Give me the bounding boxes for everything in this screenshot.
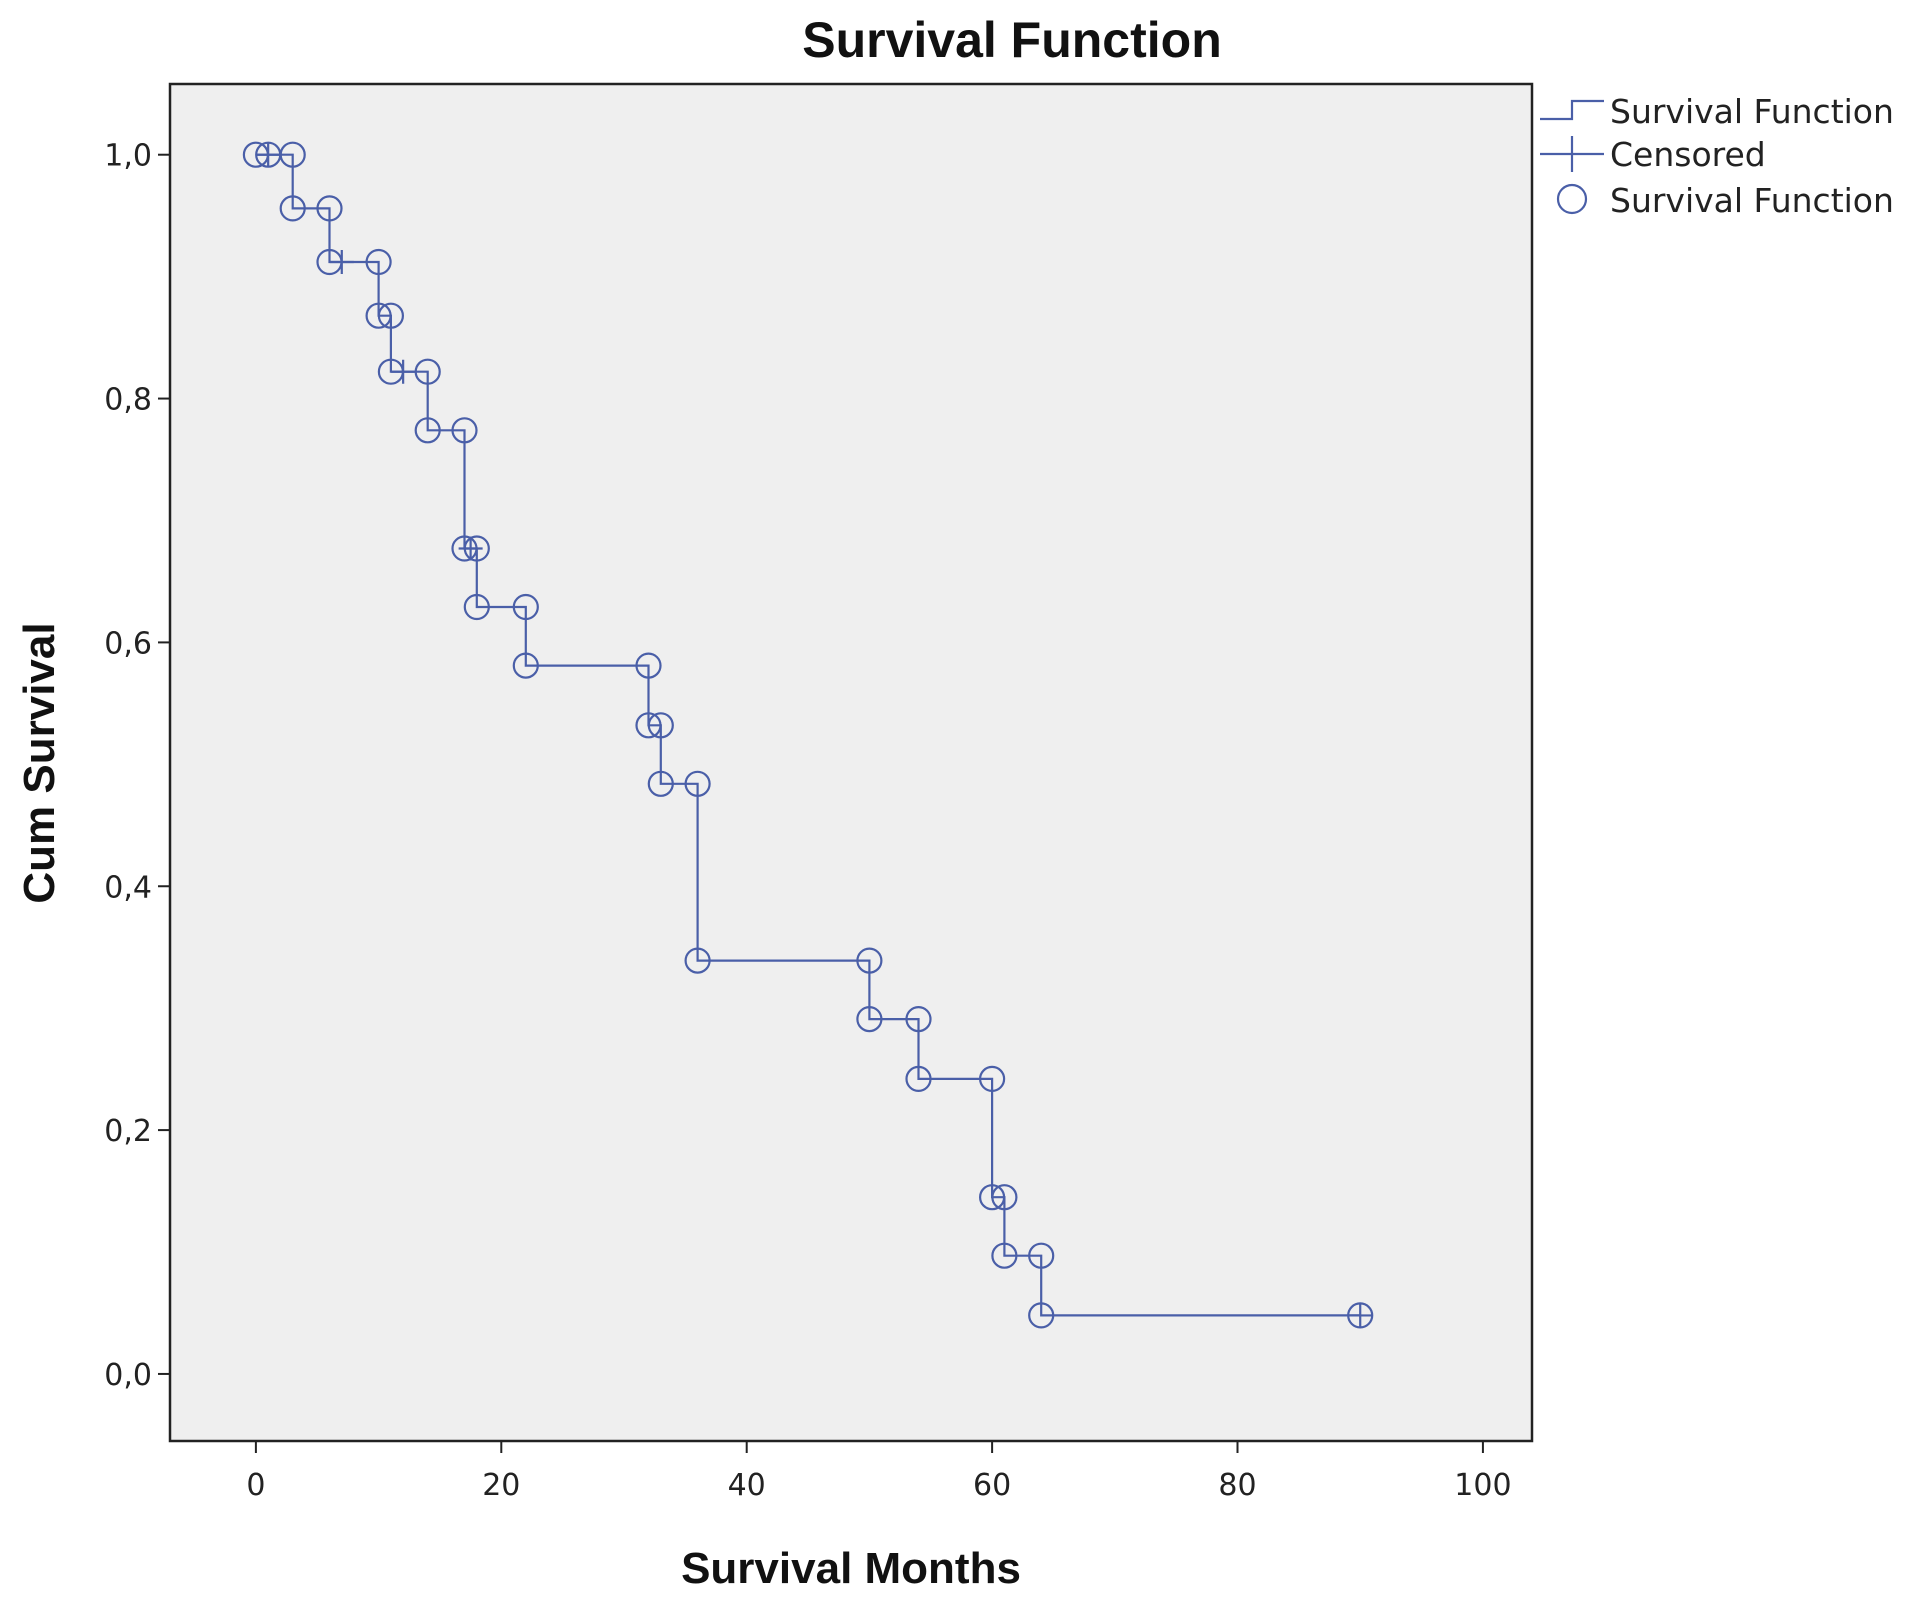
censored-marker bbox=[391, 359, 416, 384]
plot-area bbox=[168, 82, 1534, 1443]
survival-point-marker bbox=[856, 947, 883, 974]
x-axis-title: Survival Months bbox=[681, 1544, 1021, 1593]
survival-point-marker bbox=[414, 358, 441, 385]
survival-point-marker bbox=[279, 141, 306, 168]
survival-point-marker bbox=[635, 712, 662, 739]
survival-point-marker bbox=[856, 1005, 883, 1033]
survival-point-marker bbox=[905, 1005, 932, 1033]
survival-point-marker bbox=[905, 1065, 932, 1093]
survival-point-marker bbox=[978, 1065, 1006, 1093]
survival-point-marker bbox=[512, 652, 539, 679]
censored-marker bbox=[329, 250, 354, 275]
series-layer bbox=[242, 141, 1374, 1329]
survival-point-marker bbox=[451, 417, 478, 444]
survival-point-marker bbox=[991, 1184, 1018, 1211]
legend-item-censored: Censored bbox=[1540, 135, 1766, 174]
y-tick-label: 1,0 bbox=[104, 139, 152, 174]
x-tick-label: 40 bbox=[728, 1468, 766, 1503]
survival-point-marker bbox=[463, 593, 490, 621]
legend-step-line-icon bbox=[1540, 99, 1604, 121]
legend-label-survival-function: Survival Function bbox=[1610, 92, 1894, 131]
survival-point-marker bbox=[647, 770, 674, 797]
x-axis: 0 20 40 60 80 100 bbox=[246, 1441, 1512, 1503]
legend-label-survival-function-circle: Survival Function bbox=[1610, 181, 1894, 220]
survival-point-marker bbox=[647, 712, 674, 739]
y-tick-label: 0,4 bbox=[104, 870, 152, 905]
y-axis: 0,0 0,2 0,4 0,6 0,8 1,0 bbox=[104, 139, 170, 1393]
survival-point-marker bbox=[1028, 1242, 1055, 1269]
legend-item-step-line: Survival Function bbox=[1540, 92, 1894, 131]
legend-item-circle: Survival Function bbox=[1556, 181, 1894, 220]
legend-circle-icon bbox=[1556, 183, 1588, 215]
x-tick-label: 60 bbox=[973, 1468, 1011, 1503]
y-tick-label: 0,6 bbox=[104, 626, 152, 661]
survival-point-marker bbox=[377, 302, 404, 329]
x-tick-label: 20 bbox=[482, 1468, 520, 1503]
legend: Survival Function Censored Survival Func… bbox=[1540, 92, 1894, 220]
survival-point-marker bbox=[365, 248, 392, 276]
x-tick-label: 0 bbox=[246, 1468, 265, 1503]
survival-point-marker bbox=[684, 947, 711, 974]
survival-point-marker bbox=[684, 770, 711, 797]
y-tick-label: 0,0 bbox=[104, 1358, 152, 1393]
survival-point-marker bbox=[635, 652, 662, 679]
y-tick-label: 0,2 bbox=[104, 1114, 152, 1149]
survival-point-marker bbox=[1028, 1302, 1055, 1329]
censored-marker bbox=[256, 142, 281, 167]
x-tick-label: 100 bbox=[1454, 1468, 1511, 1503]
legend-label-censored: Censored bbox=[1610, 135, 1766, 174]
y-axis-title: Cum Survival bbox=[15, 622, 64, 903]
chart-title: Survival Function bbox=[802, 12, 1222, 68]
y-tick-label: 0,8 bbox=[104, 383, 152, 418]
survival-point-marker bbox=[365, 302, 392, 329]
x-tick-label: 80 bbox=[1218, 1468, 1256, 1503]
survival-point-marker bbox=[279, 195, 306, 222]
survival-point-marker bbox=[414, 417, 441, 444]
survival-step-line bbox=[255, 153, 1361, 1317]
censored-marker bbox=[458, 536, 483, 561]
censored-marker bbox=[1348, 1303, 1373, 1328]
legend-plus-icon bbox=[1540, 136, 1604, 172]
survival-point-marker bbox=[978, 1184, 1006, 1211]
survival-point-marker bbox=[512, 593, 539, 621]
survival-point-marker bbox=[991, 1242, 1018, 1269]
survival-point-marker bbox=[316, 195, 343, 222]
